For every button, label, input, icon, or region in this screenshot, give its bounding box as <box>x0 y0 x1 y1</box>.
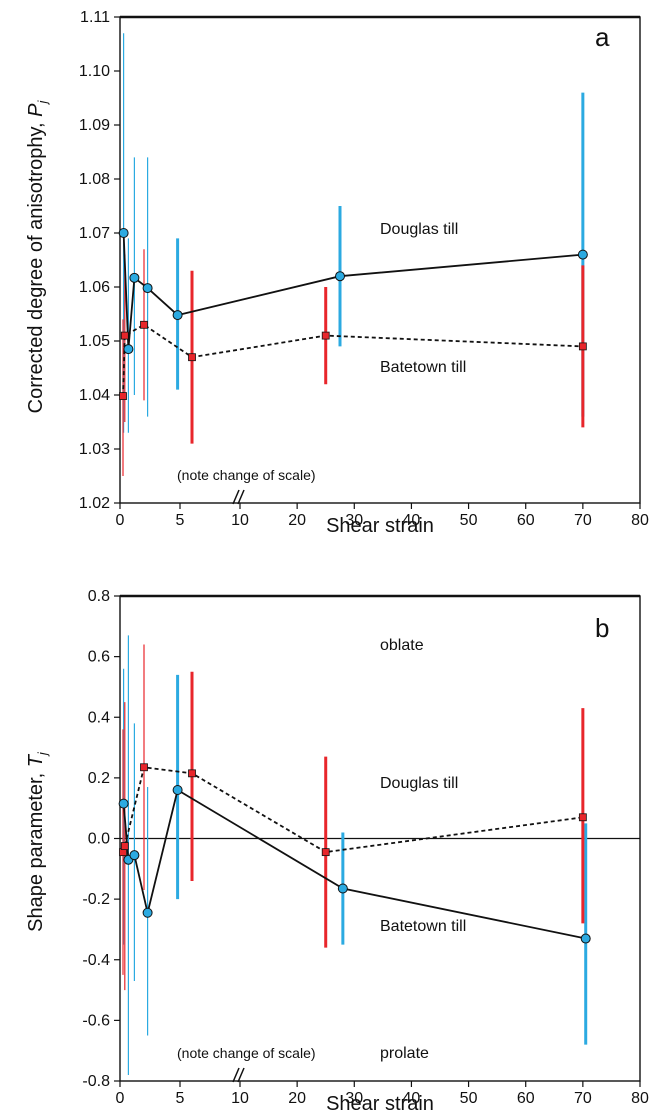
panel-a-y-axis-title-sub: j <box>35 100 50 106</box>
panel-b-y-axis-title-sub: j <box>35 751 50 757</box>
panel-a-y-axis-title-var: P <box>25 103 47 117</box>
panel-a-y-tick-label: 1.11 <box>80 9 110 26</box>
panel-b-douglas-till-point <box>580 933 591 944</box>
panel-a-x-tick-label: 30 <box>345 512 363 529</box>
panel-b-douglas-till-point <box>129 850 140 861</box>
panel-a-y-axis-title-text: Corrected degree of anisotrophy, <box>25 117 47 413</box>
panel-b-batetown-till-point <box>188 769 196 778</box>
panel-b-y-tick-label: 0.2 <box>88 770 110 787</box>
panel-a-letter: a <box>595 22 610 52</box>
panel-b-x-tick-label: 70 <box>574 1090 592 1107</box>
panel-b-y-tick-label: 0.8 <box>88 588 110 605</box>
panel-a-x-tick-label: 10 <box>231 512 249 529</box>
panel-b-douglas-till-point <box>118 798 129 809</box>
panel-a-axis-break <box>232 489 245 505</box>
panel-b-x-tick-label: 20 <box>288 1090 306 1107</box>
panel-b-douglas-till-point <box>172 785 183 795</box>
panel-a-y-tick-label: 1.07 <box>79 225 110 242</box>
panel-a-douglas-till-point <box>123 344 134 355</box>
panel-a-y-tick-label: 1.03 <box>79 441 110 458</box>
panel-b-x-tick-label: 30 <box>345 1090 363 1107</box>
panel-a-plot-frame <box>119 16 641 504</box>
panel-b-label-oblate: oblate <box>380 637 424 654</box>
panel-a-x-tick-label: 20 <box>288 512 306 529</box>
panel-a-douglas-till-point <box>172 310 183 321</box>
panel-b-douglas-till-point <box>142 907 153 918</box>
panel-a-label-douglas-till: Douglas till <box>380 221 458 238</box>
panel-b-x-tick-label: 40 <box>403 1090 421 1107</box>
panel-b-x-tick-label: 50 <box>460 1090 478 1107</box>
panel-a-x-tick-label: 80 <box>631 512 649 529</box>
panel-b-douglas-till-point <box>337 883 348 894</box>
panel-b-y-tick-label: 0.4 <box>88 709 110 726</box>
panel-b-batetown-till-point <box>120 842 129 850</box>
panel-a-y-tick-label: 1.06 <box>79 279 110 296</box>
panel-b-batetown-till-point <box>578 813 587 822</box>
panel-a-label-batetown-till: Batetown till <box>380 359 466 376</box>
panel-a-y-tick-label: 1.09 <box>79 117 110 134</box>
panel-b-y-axis-title: Shape parameter, Tj <box>25 751 50 932</box>
panel-a-x-axis-title: Shear strain <box>326 515 434 537</box>
panel-a-douglas-till-point <box>335 271 345 282</box>
panel-b-x-tick-label: 5 <box>176 1090 185 1107</box>
panel-a-douglas-till-point <box>142 283 153 294</box>
panel-b-label-prolate: prolate <box>380 1045 429 1062</box>
panel-a-douglas-till-point <box>577 249 588 260</box>
panel-b-batetown-till-point <box>140 763 148 772</box>
panel-a-y-tick-label: 1.10 <box>79 63 110 80</box>
panel-b-x-tick-label: 60 <box>517 1090 535 1107</box>
panel-b-y-tick-label: -0.6 <box>82 1012 110 1029</box>
panel-b-letter: b <box>595 613 609 643</box>
panel-b-chart: -0.8 -0.6 -0.4 -0.2 0.0 0.2 0.4 0.6 0.8 0 5 10 20 30 4… <box>25 588 649 1115</box>
panel-a-x-tick-label: 60 <box>517 512 535 529</box>
panel-a-batetown-till-point <box>188 353 196 362</box>
panel-a-douglas-till-point <box>118 228 129 238</box>
panel-a-batetown-till-point <box>140 320 148 329</box>
panel-a-y-tick-label: 1.04 <box>79 387 110 404</box>
panel-b-label-note-scale: (note change of scale) <box>177 1045 316 1061</box>
panel-b-y-axis-title-var: T <box>25 753 47 767</box>
panel-a-douglas-till-point <box>129 272 140 283</box>
panel-a-x-tick-label: 5 <box>176 512 185 529</box>
panel-a-x-tick-label: 70 <box>574 512 592 529</box>
panel-a-x-tick-label: 40 <box>403 512 421 529</box>
panel-a-x-tick-label: 0 <box>116 512 125 529</box>
panel-b-y-tick-label: -0.8 <box>82 1073 110 1090</box>
panel-a-batetown-till-point <box>120 331 129 340</box>
panel-b-x-tick-label: 10 <box>231 1090 249 1107</box>
panel-a-chart: 1.02 1.03 1.04 1.05 1.06 1.07 1.08 1.09 1.10 1.11… <box>25 9 649 537</box>
panel-b-x-tick-label: 0 <box>116 1090 125 1107</box>
panel-b-y-tick-label: 0.6 <box>88 649 110 666</box>
panel-b-batetown-till-point <box>321 848 330 857</box>
panel-a-y-tick-label: 1.02 <box>79 495 110 512</box>
panel-b-label-douglas-till: Douglas till <box>380 775 458 792</box>
panel-a-y-tick-label: 1.08 <box>79 171 110 188</box>
panel-b-y-tick-label: -0.4 <box>82 952 110 969</box>
panel-b-x-tick-label: 80 <box>631 1090 649 1107</box>
panel-a-x-tick-label: 50 <box>460 512 478 529</box>
panel-a-y-tick-label: 1.05 <box>79 333 110 350</box>
panel-b-label-batetown-till: Batetown till <box>380 918 466 935</box>
panel-a-batetown-till-point <box>321 331 330 340</box>
panel-b-x-axis-title: Shear strain <box>326 1093 434 1115</box>
panel-b-y-tick-label: 0.0 <box>88 831 110 848</box>
panel-b-y-tick-label: -0.2 <box>82 891 110 908</box>
panel-a-label-note-scale: (note change of scale) <box>177 467 316 483</box>
panel-a-batetown-till-point <box>578 342 587 351</box>
panel-a-batetown-till-line <box>122 323 583 397</box>
panel-a-batetown-till-point <box>119 392 127 400</box>
panel-a-y-axis-title: Corrected degree of anisotrophy, Pj <box>25 100 50 414</box>
panel-b-axis-break <box>232 1067 245 1083</box>
panel-b-y-axis-title-text: Shape parameter, <box>25 767 47 932</box>
